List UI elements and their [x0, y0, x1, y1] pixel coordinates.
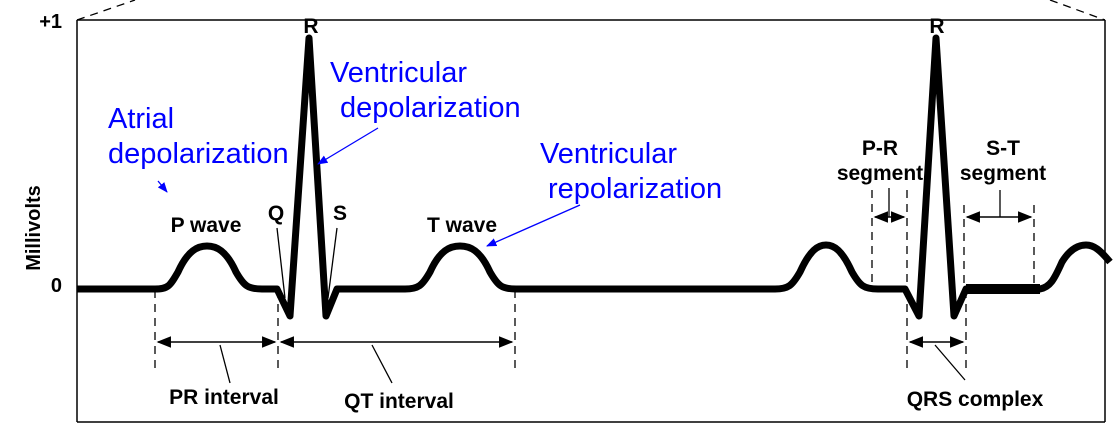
- y-axis-label: Millivolts: [23, 185, 45, 271]
- s-pointer: [327, 227, 338, 299]
- r-peak-label-2: R: [929, 15, 944, 38]
- p-wave-label: P wave: [171, 214, 242, 237]
- ventricular-depolarization-line1: Ventricular: [330, 57, 467, 89]
- atrial-depolarization-line1: Atrial: [108, 103, 174, 135]
- qt-interval-label: QT interval: [344, 390, 454, 413]
- y-tick-plus-one: +1: [39, 11, 62, 33]
- s-label: S: [333, 202, 347, 225]
- atrial-arrow: [157, 180, 168, 193]
- q-pointer: [276, 227, 286, 299]
- ventricular-depolarization-line2: depolarization: [340, 92, 521, 124]
- ventricular-repolarization-arrow: [486, 204, 581, 247]
- ecg-trace: [77, 34, 1113, 320]
- r-peak-label-1: R: [303, 15, 318, 38]
- st-segment-label-line1: S-T: [986, 137, 1020, 160]
- pr-segment-label-line2: segment: [837, 162, 923, 185]
- qrs-complex-label: QRS complex: [907, 388, 1044, 411]
- st-segment-label-line2: segment: [960, 162, 1046, 185]
- plot-frame: [76, 0, 1106, 423]
- pr-interval-label: PR interval: [169, 386, 279, 409]
- pr-segment-label-line1: P-R: [862, 137, 898, 160]
- ventricular-repolarization-line1: Ventricular: [540, 138, 677, 170]
- y-tick-zero: 0: [51, 275, 62, 297]
- atrial-depolarization-line2: depolarization: [108, 138, 289, 170]
- ventricular-depolarization-arrow: [317, 127, 379, 165]
- t-wave-label: T wave: [427, 214, 497, 237]
- q-label: Q: [268, 202, 284, 225]
- ventricular-repolarization-line2: repolarization: [548, 173, 722, 205]
